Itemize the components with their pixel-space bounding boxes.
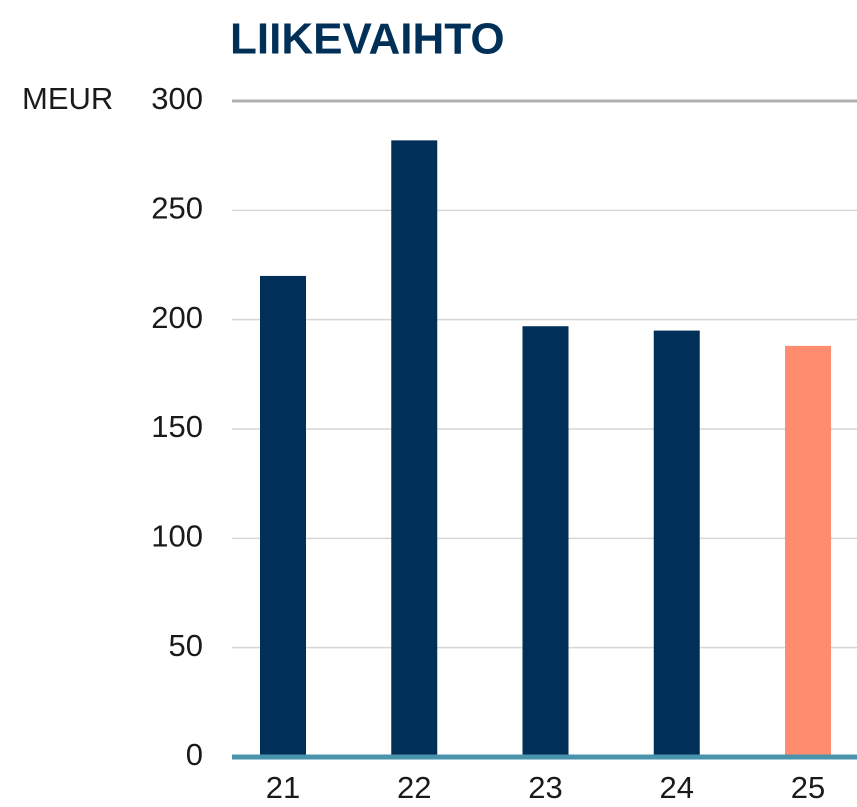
- y-tick-label: 150: [151, 409, 203, 444]
- x-tick-label: 25: [791, 770, 825, 805]
- x-tick-label: 22: [397, 770, 431, 805]
- y-tick-label: 250: [151, 191, 203, 226]
- bar: [653, 330, 700, 757]
- bar: [391, 140, 438, 758]
- y-tick-label: 100: [151, 519, 203, 554]
- y-tick-label: 50: [169, 628, 203, 663]
- y-tick-label: 200: [151, 300, 203, 335]
- bar: [260, 275, 306, 757]
- y-tick-label: 300: [151, 81, 203, 116]
- x-tick-label: 21: [266, 770, 300, 805]
- y-tick-label: 0: [186, 737, 203, 772]
- x-tick-label: 23: [528, 770, 562, 805]
- bar: [522, 326, 569, 757]
- x-tick-label: 24: [660, 770, 694, 805]
- chart-title: LIIKEVAIHTO: [230, 15, 505, 64]
- bar: [785, 345, 831, 757]
- y-axis-label: MEUR: [22, 81, 113, 116]
